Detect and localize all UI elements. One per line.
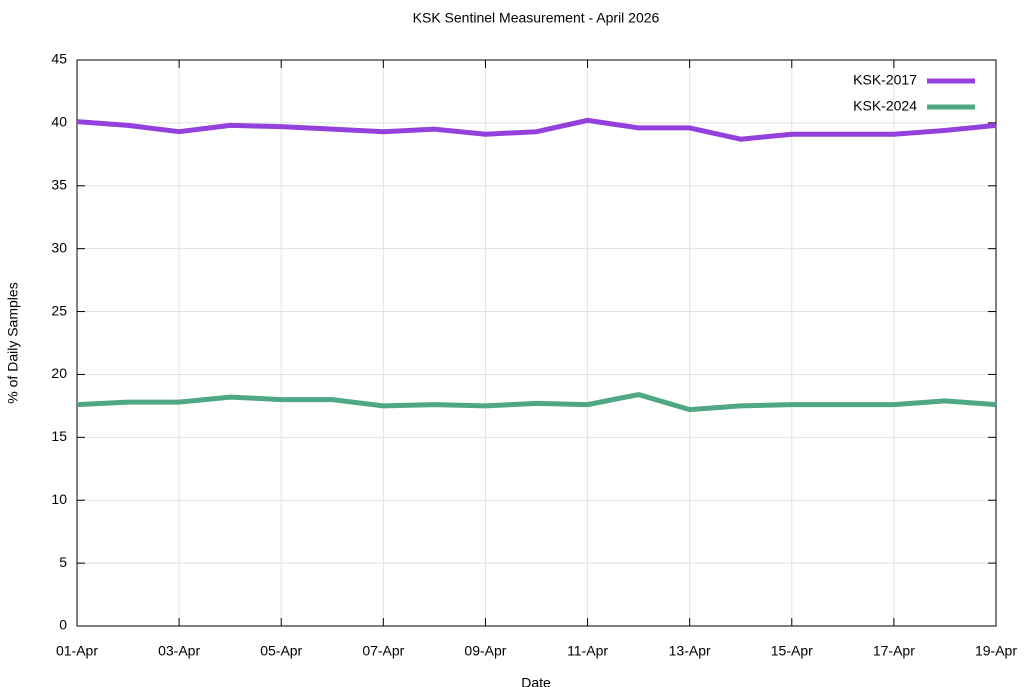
legend-label: KSK-2017 xyxy=(853,72,917,88)
y-tick-label: 30 xyxy=(51,239,67,255)
y-tick-label: 35 xyxy=(51,176,67,192)
x-tick-label: 03-Apr xyxy=(158,643,200,659)
x-tick-label: 09-Apr xyxy=(464,643,506,659)
x-tick-label: 11-Apr xyxy=(567,643,608,659)
y-tick-label: 15 xyxy=(51,428,67,444)
x-tick-label: 07-Apr xyxy=(362,643,404,659)
x-tick-label: 13-Apr xyxy=(669,643,711,659)
y-tick-label: 10 xyxy=(51,491,67,507)
y-tick-label: 45 xyxy=(51,51,67,67)
x-tick-label: 01-Apr xyxy=(56,643,98,659)
y-tick-label: 20 xyxy=(51,365,67,381)
y-tick-label: 40 xyxy=(51,114,67,130)
chart-title: KSK Sentinel Measurement - April 2026 xyxy=(413,10,660,26)
line-series xyxy=(76,117,997,142)
y-axis-label: % of Daily Samples xyxy=(5,282,21,403)
x-axis-label: Date xyxy=(521,675,551,687)
x-tick-label: 05-Apr xyxy=(260,643,302,659)
line-series xyxy=(76,392,997,413)
y-tick-label: 0 xyxy=(59,617,67,633)
y-tick-label: 25 xyxy=(51,302,67,318)
plot-frame xyxy=(76,59,997,627)
x-tick-label: 17-Apr xyxy=(873,643,915,659)
x-tick-label: 19-Apr xyxy=(975,643,1017,659)
legend-label: KSK-2024 xyxy=(853,98,917,114)
x-tick-label: 15-Apr xyxy=(771,643,813,659)
y-tick-label: 5 xyxy=(59,554,67,570)
